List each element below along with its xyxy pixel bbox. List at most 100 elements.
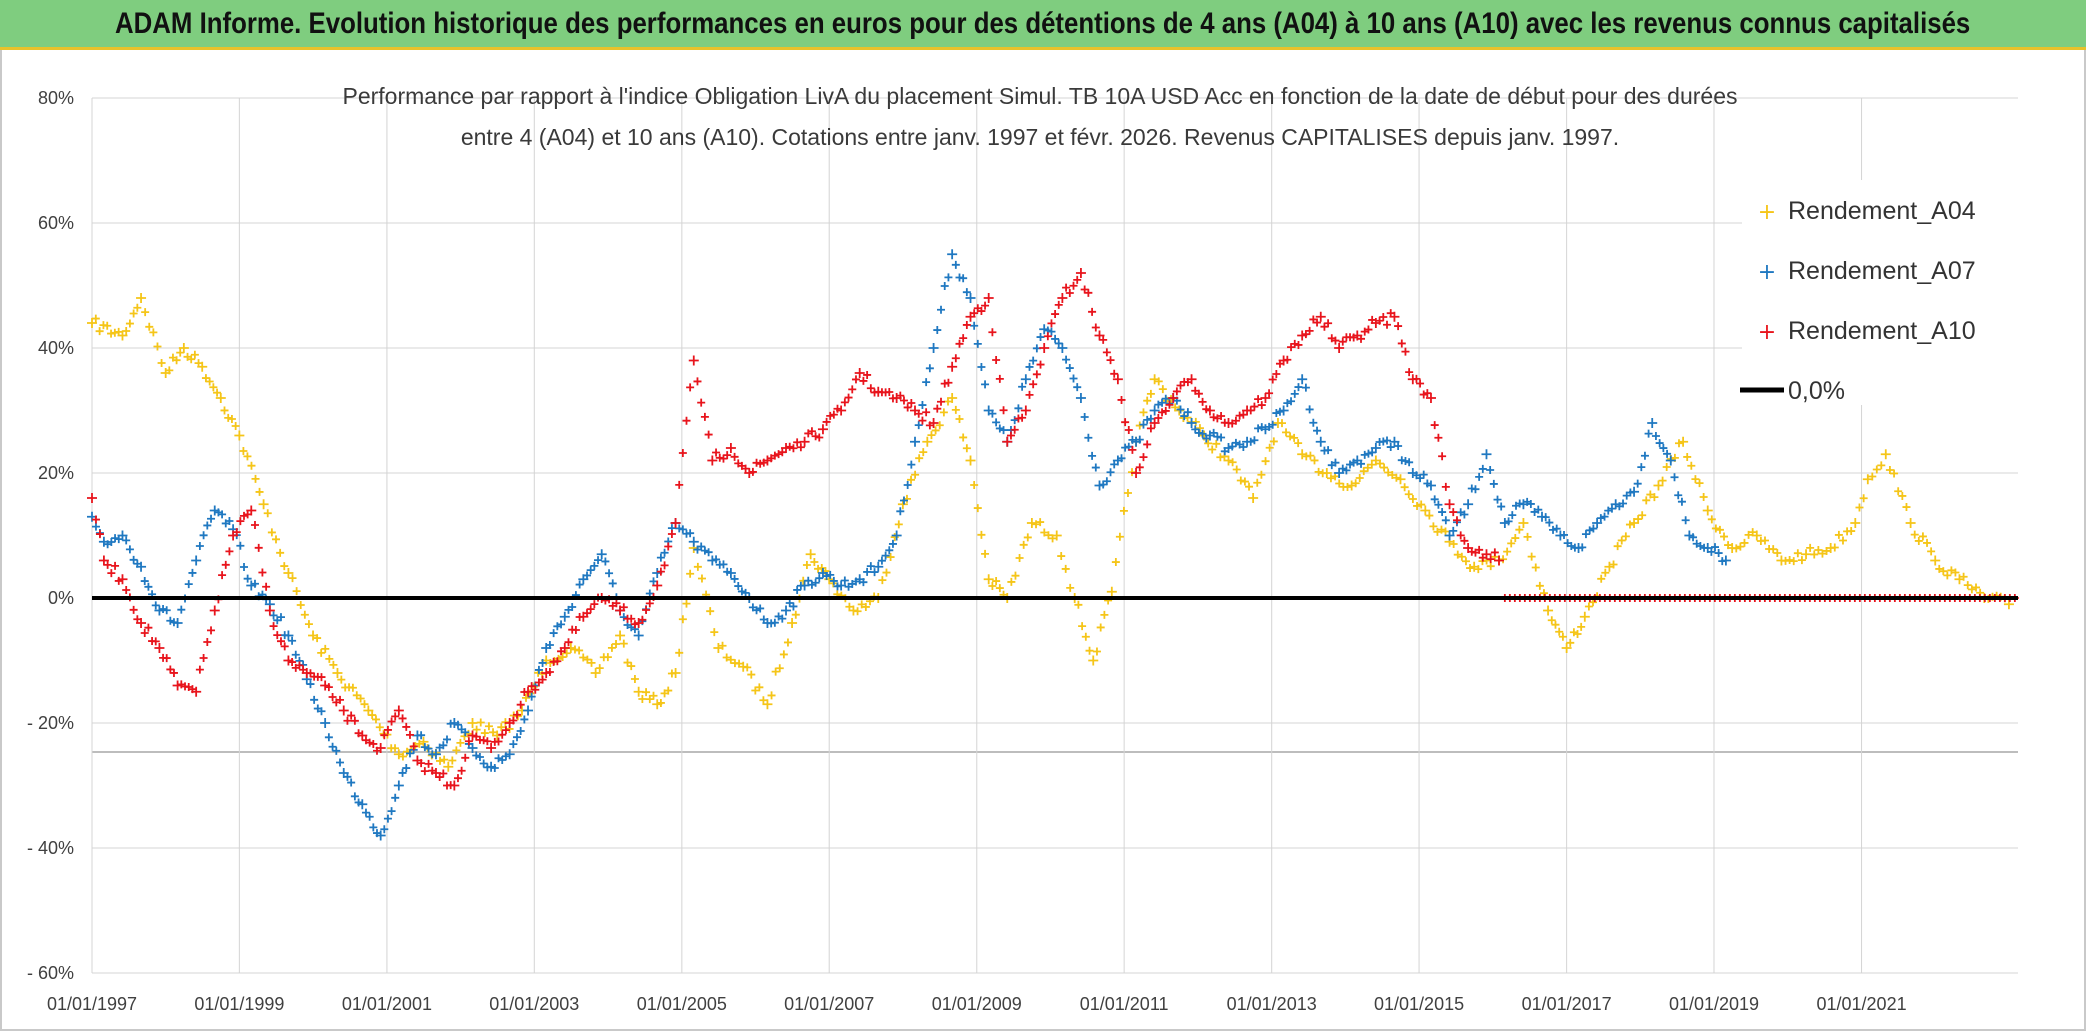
point-a07 [995,424,1004,433]
point-a07 [922,378,931,387]
point-a04 [1761,536,1769,545]
point-a07 [288,636,297,645]
point-a04 [1057,552,1066,561]
point-a07 [575,580,584,589]
point-a07 [1434,500,1443,509]
point-a10 [977,307,986,316]
point-a04 [1433,527,1442,536]
point-a04 [1265,443,1274,452]
point-a04 [1902,503,1911,512]
point-a07 [1025,362,1034,371]
point-a07 [793,585,802,594]
point-a10 [424,759,433,768]
y-tick-label: - 60% [27,963,74,983]
point-a04 [1963,581,1972,590]
point-a07 [162,606,171,615]
point-a07 [829,576,838,585]
point-a04 [1240,477,1249,486]
point-a10 [922,408,931,417]
point-a04 [1930,555,1941,566]
point-a04 [1558,632,1567,641]
point-a10 [336,695,345,704]
point-a07 [863,567,872,576]
point-a07 [937,305,946,314]
point-a10 [1043,332,1052,341]
point-a07 [391,793,400,802]
point-a04 [1732,544,1741,553]
point-a04 [215,393,226,403]
point-a04 [1236,476,1245,485]
point-a04 [697,574,706,583]
point-a04 [1466,564,1475,573]
point-a07 [1102,477,1111,486]
point-a07 [498,756,507,764]
point-a04 [1143,396,1152,405]
point-a04 [1441,527,1450,536]
point-a07 [1460,510,1469,519]
point-a10 [1051,310,1060,319]
point-a10 [670,518,681,528]
point-a07 [1592,518,1603,528]
point-a07 [369,823,378,832]
point-a04 [992,577,1001,586]
point-a04 [1695,479,1704,488]
point-a10 [815,433,824,442]
point-a10 [951,354,960,363]
point-a04 [1096,623,1105,632]
point-a10 [191,686,202,697]
point-a07 [822,572,831,581]
point-a04 [771,667,780,676]
point-a07 [1080,412,1089,421]
point-a10 [970,309,979,318]
point-a10 [486,743,497,753]
point-a10 [796,443,805,452]
point-a10 [1305,326,1314,335]
point-a04 [1935,564,1944,573]
legend-label-a04: Rendement_A04 [1788,197,1976,225]
point-a04 [145,322,154,331]
point-a10 [420,767,429,776]
point-a10 [1172,387,1181,396]
point-a04 [1404,490,1413,499]
point-a07 [899,496,908,505]
point-a10 [1002,436,1013,447]
point-a04 [1261,457,1270,466]
point-a10 [483,737,492,746]
point-a10 [1217,411,1226,420]
point-a04 [670,668,681,678]
point-a10 [203,638,212,647]
point-a07 [365,812,374,821]
point-a10 [144,623,153,632]
point-a04 [497,723,506,732]
point-a10 [1124,425,1133,434]
point-a10 [439,769,448,778]
point-a04 [1085,646,1094,655]
point-a10 [586,605,595,614]
point-a10 [269,622,278,631]
point-a04 [1384,468,1393,477]
point-a07 [1057,343,1068,353]
point-a07 [317,707,326,716]
point-a10 [1047,319,1056,328]
point-a04 [1650,493,1659,502]
point-a10 [1135,463,1144,472]
point-a10 [811,432,820,441]
point-a10 [928,418,939,428]
point-a07 [534,665,543,674]
point-a10 [1364,325,1373,334]
point-a04 [783,638,792,647]
point-a07 [1338,464,1347,473]
point-a07 [940,282,949,291]
point-a10 [365,738,374,747]
legend-label-a07: Rendement_A07 [1788,257,1976,285]
point-a04 [1801,549,1812,560]
point-a07 [789,602,798,611]
point-a10 [87,493,97,503]
x-tick-label: 01/01/2021 [1817,994,1907,1014]
point-a07 [129,555,138,564]
point-a04 [1392,473,1401,482]
point-a04 [1486,562,1495,571]
point-a04 [280,562,289,571]
point-a04 [247,461,256,470]
point-a07 [545,641,554,650]
